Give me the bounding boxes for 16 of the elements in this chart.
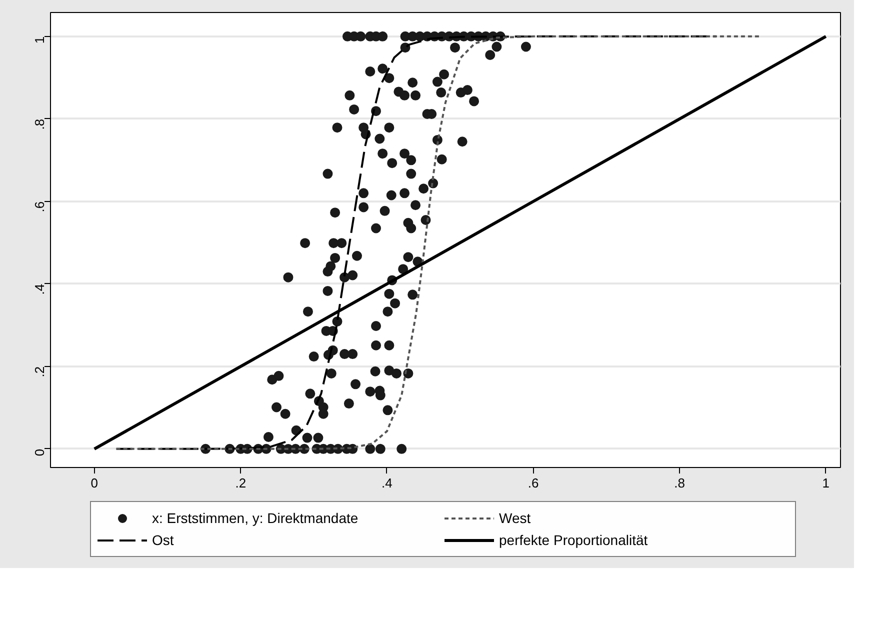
y-tick-label: .8: [32, 118, 47, 130]
x-tick-label: 0: [90, 476, 98, 490]
y-tick-label: .6: [32, 201, 47, 212]
y-tick-label: .2: [32, 366, 47, 378]
legend-label: Ost: [152, 532, 175, 548]
x-tick-label: .8: [674, 476, 685, 490]
x-tick-label: .4: [382, 476, 392, 490]
y-tick-label: .4: [32, 284, 47, 295]
y-tick-label: 0: [32, 448, 47, 456]
legend-label: x: Erststimmen, y: Direktmandate: [152, 510, 360, 526]
y-tick-label: 1: [32, 36, 47, 44]
x-tick-label: 1: [822, 476, 830, 490]
legend-label: perfekte Proportionalität: [499, 532, 649, 548]
legend-label: West: [499, 510, 532, 526]
x-tick-label: .2: [235, 476, 246, 490]
x-tick-label: .6: [528, 476, 539, 490]
